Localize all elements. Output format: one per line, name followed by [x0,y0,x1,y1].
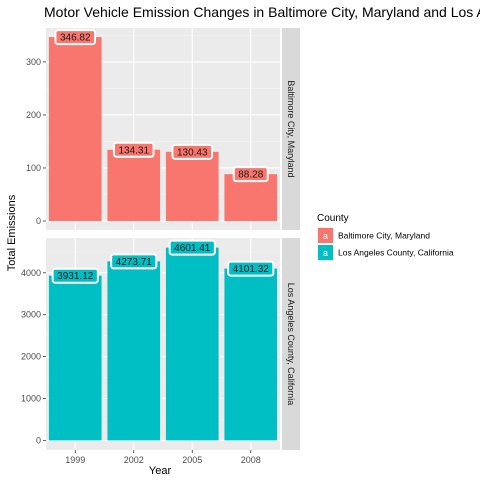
bar [107,261,161,441]
data-label: 4601.41 [174,243,211,254]
facet-strip-label: Los Angeles County, California [286,283,296,405]
y-tick-label: 100 [26,163,41,173]
legend-key [318,228,333,243]
y-tick-label: 3000 [21,310,41,320]
data-label-box [54,29,97,46]
data-label: 4273.71 [116,257,153,268]
facet-strip [282,28,300,230]
bar [165,151,219,221]
data-label-box [51,267,99,284]
legend-key-letter: a [323,248,328,258]
legend-label: Baltimore City, Maryland [338,231,430,241]
x-axis: 1999 2002 2005 2008 [65,450,261,465]
data-label-box [168,239,216,256]
x-tick-label: 2002 [124,455,144,465]
data-label: 3931.12 [57,271,94,282]
y-axis-title: Total Emissions [6,194,18,271]
data-label: 130.43 [177,147,208,158]
y-tick-label: 200 [26,110,41,120]
data-label-box [232,166,269,183]
y-tick-label: 0 [36,216,41,226]
bar [165,247,219,441]
data-label-box [112,141,155,158]
data-label-box [110,253,158,270]
legend-item: a Baltimore City, Maryland [317,227,430,244]
facet-strip-label: Baltimore City, Maryland [286,80,296,177]
y-tick-label: 0 [36,435,41,445]
x-tick-label: 2008 [241,455,261,465]
facet-panel-1: 0 100 200 300 346.82 134.31 130.43 88.28 Baltimo… [26,28,300,230]
data-label: 4101.32 [233,264,270,275]
legend-title: County [317,213,349,224]
y-tick-label: 4000 [21,268,41,278]
x-axis-title: Year [149,465,172,477]
legend: County a Baltimore City, Maryland a Los Ang… [317,213,454,261]
legend-label: Los Angeles County, California [338,248,454,258]
data-label: 134.31 [118,145,149,156]
bar [224,268,278,441]
chart-title: Motor Vehicle Emission Changes in Baltim… [44,4,480,20]
data-label: 88.28 [238,170,263,181]
data-label-box [227,260,275,277]
facet-panel-2: 0 1000 2000 3000 4000 3931.12 4273.71 4601.41 41… [21,238,300,450]
bar [107,149,161,221]
legend-key-letter: a [323,231,328,241]
legend-item: a Los Angeles County, California [317,244,454,261]
x-tick-label: 2005 [182,455,202,465]
bar [48,37,102,221]
facet-strip [282,238,300,450]
data-label: 346.82 [60,33,91,44]
y-tick-label: 1000 [21,393,41,403]
legend-key [318,245,333,260]
data-label-box [171,143,214,160]
y-tick-label: 300 [26,57,41,67]
bar [48,275,102,441]
y-tick-label: 2000 [21,352,41,362]
x-tick-label: 1999 [65,455,85,465]
facet-panels: 0 100 200 300 346.82 134.31 130.43 88.28 Baltimo… [21,28,300,465]
